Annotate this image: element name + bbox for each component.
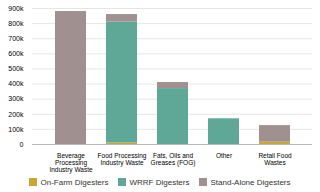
svg-text:500k: 500k [8, 65, 24, 72]
svg-text:0: 0 [20, 141, 24, 148]
svg-text:800k: 800k [8, 20, 24, 27]
svg-text:300k: 300k [8, 95, 24, 102]
svg-text:100k: 100k [8, 126, 24, 133]
svg-text:700k: 700k [8, 35, 24, 42]
svg-text:Retail FoodWastes: Retail FoodWastes [258, 152, 292, 166]
html-text:On-Farm Digesters: On-Farm Digesters [40, 177, 109, 187]
html-text:Stand-Alone Digesters: Stand-Alone Digesters [210, 177, 291, 187]
svg-text:Other: Other [216, 152, 233, 159]
svg-text:BeverageProcessingIndustry Was: BeverageProcessingIndustry Waste [49, 152, 92, 174]
svg-text:Food ProcessingIndustry Waste: Food ProcessingIndustry Waste [98, 152, 147, 167]
svg-text:600k: 600k [8, 50, 24, 57]
svg-text:Fats, Oils andGreases (FOG): Fats, Oils andGreases (FOG) [151, 152, 196, 167]
svg-text:200k: 200k [8, 111, 24, 118]
svg-text:400k: 400k [8, 80, 24, 87]
html-text:WRRF Digesters: WRRF Digesters [129, 177, 190, 187]
svg-text:900k: 900k [8, 5, 24, 12]
